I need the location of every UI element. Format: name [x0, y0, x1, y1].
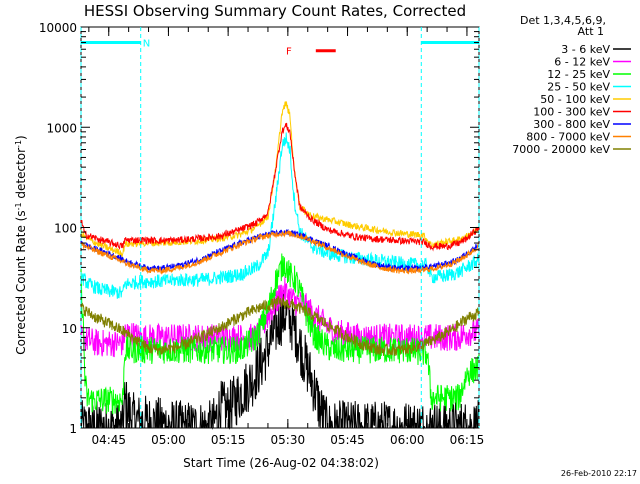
x-tick-label-5: 06:00 — [390, 433, 425, 447]
y-axis-label-main: Corrected Count Rate (s — [14, 210, 28, 354]
y-tick-label-1: 10 — [62, 322, 77, 336]
chart-title: HESSI Observing Summary Count Rates, Cor… — [84, 2, 466, 20]
series-layer — [80, 101, 480, 430]
y-tick-label-0: 1 — [69, 422, 77, 436]
legend-label-6: 300 - 800 keV — [533, 118, 610, 131]
x-tick-label-1: 05:00 — [151, 433, 186, 447]
legend-label-7: 800 - 7000 keV — [526, 131, 610, 144]
series-line-1 — [80, 276, 480, 358]
legend-label-5: 100 - 300 keV — [533, 106, 610, 119]
legend-label-1: 6 - 12 keV — [554, 56, 610, 69]
x-tick-label-0: 04:45 — [91, 433, 126, 447]
footer-date: 26-Feb-2010 22:17 — [561, 469, 637, 478]
axes: 1 10 100 1000 10000 04:45 05:00 05:15 05:30 05:45… — [39, 21, 484, 447]
y-axis-label-mid: detector — [14, 148, 28, 203]
series-line-0 — [80, 290, 480, 430]
legend-label-3: 25 - 50 keV — [547, 81, 610, 94]
legend-label-8: 7000 - 20000 keV — [512, 143, 610, 156]
legend-heading-line-2: Att 1 — [578, 25, 604, 38]
plot-frame — [80, 26, 480, 429]
x-tick-label-4: 05:45 — [330, 433, 365, 447]
series-line-3 — [80, 132, 480, 299]
x-tick-label-3: 05:30 — [271, 433, 306, 447]
x-axis-label: Start Time (26-Aug-02 04:38:02) — [183, 456, 379, 470]
interval-markers: NF — [80, 27, 480, 428]
y-tick-label-2: 100 — [54, 222, 77, 236]
series-line-4 — [80, 101, 480, 259]
y-axis-label-sup2: -1 — [14, 140, 23, 148]
annotation-label-0: N — [143, 39, 150, 50]
y-axis-label-sup1: -1 — [14, 202, 23, 210]
plot-border — [80, 26, 480, 429]
series-line-2 — [80, 253, 480, 415]
legend-label-0: 3 - 6 keV — [561, 43, 610, 56]
series-line-7 — [80, 229, 480, 275]
y-tick-label-4: 10000 — [39, 21, 77, 35]
x-tick-label-6: 06:15 — [450, 433, 485, 447]
annotation-label-1: F — [286, 47, 292, 58]
series-line-8 — [80, 295, 480, 357]
x-tick-label-2: 05:15 — [211, 433, 246, 447]
y-axis-label: Corrected Count Rate (s-1 detector-1) — [14, 135, 29, 354]
legend-label-4: 50 - 100 keV — [540, 93, 610, 106]
y-tick-label-3: 1000 — [46, 121, 77, 135]
legend-label-2: 12 - 25 keV — [547, 68, 610, 81]
series-line-5 — [80, 122, 480, 252]
y-axis-label-end: ) — [14, 135, 28, 140]
legend-heading-line-1: Det 1,3,4,5,6,9, — [520, 14, 606, 27]
